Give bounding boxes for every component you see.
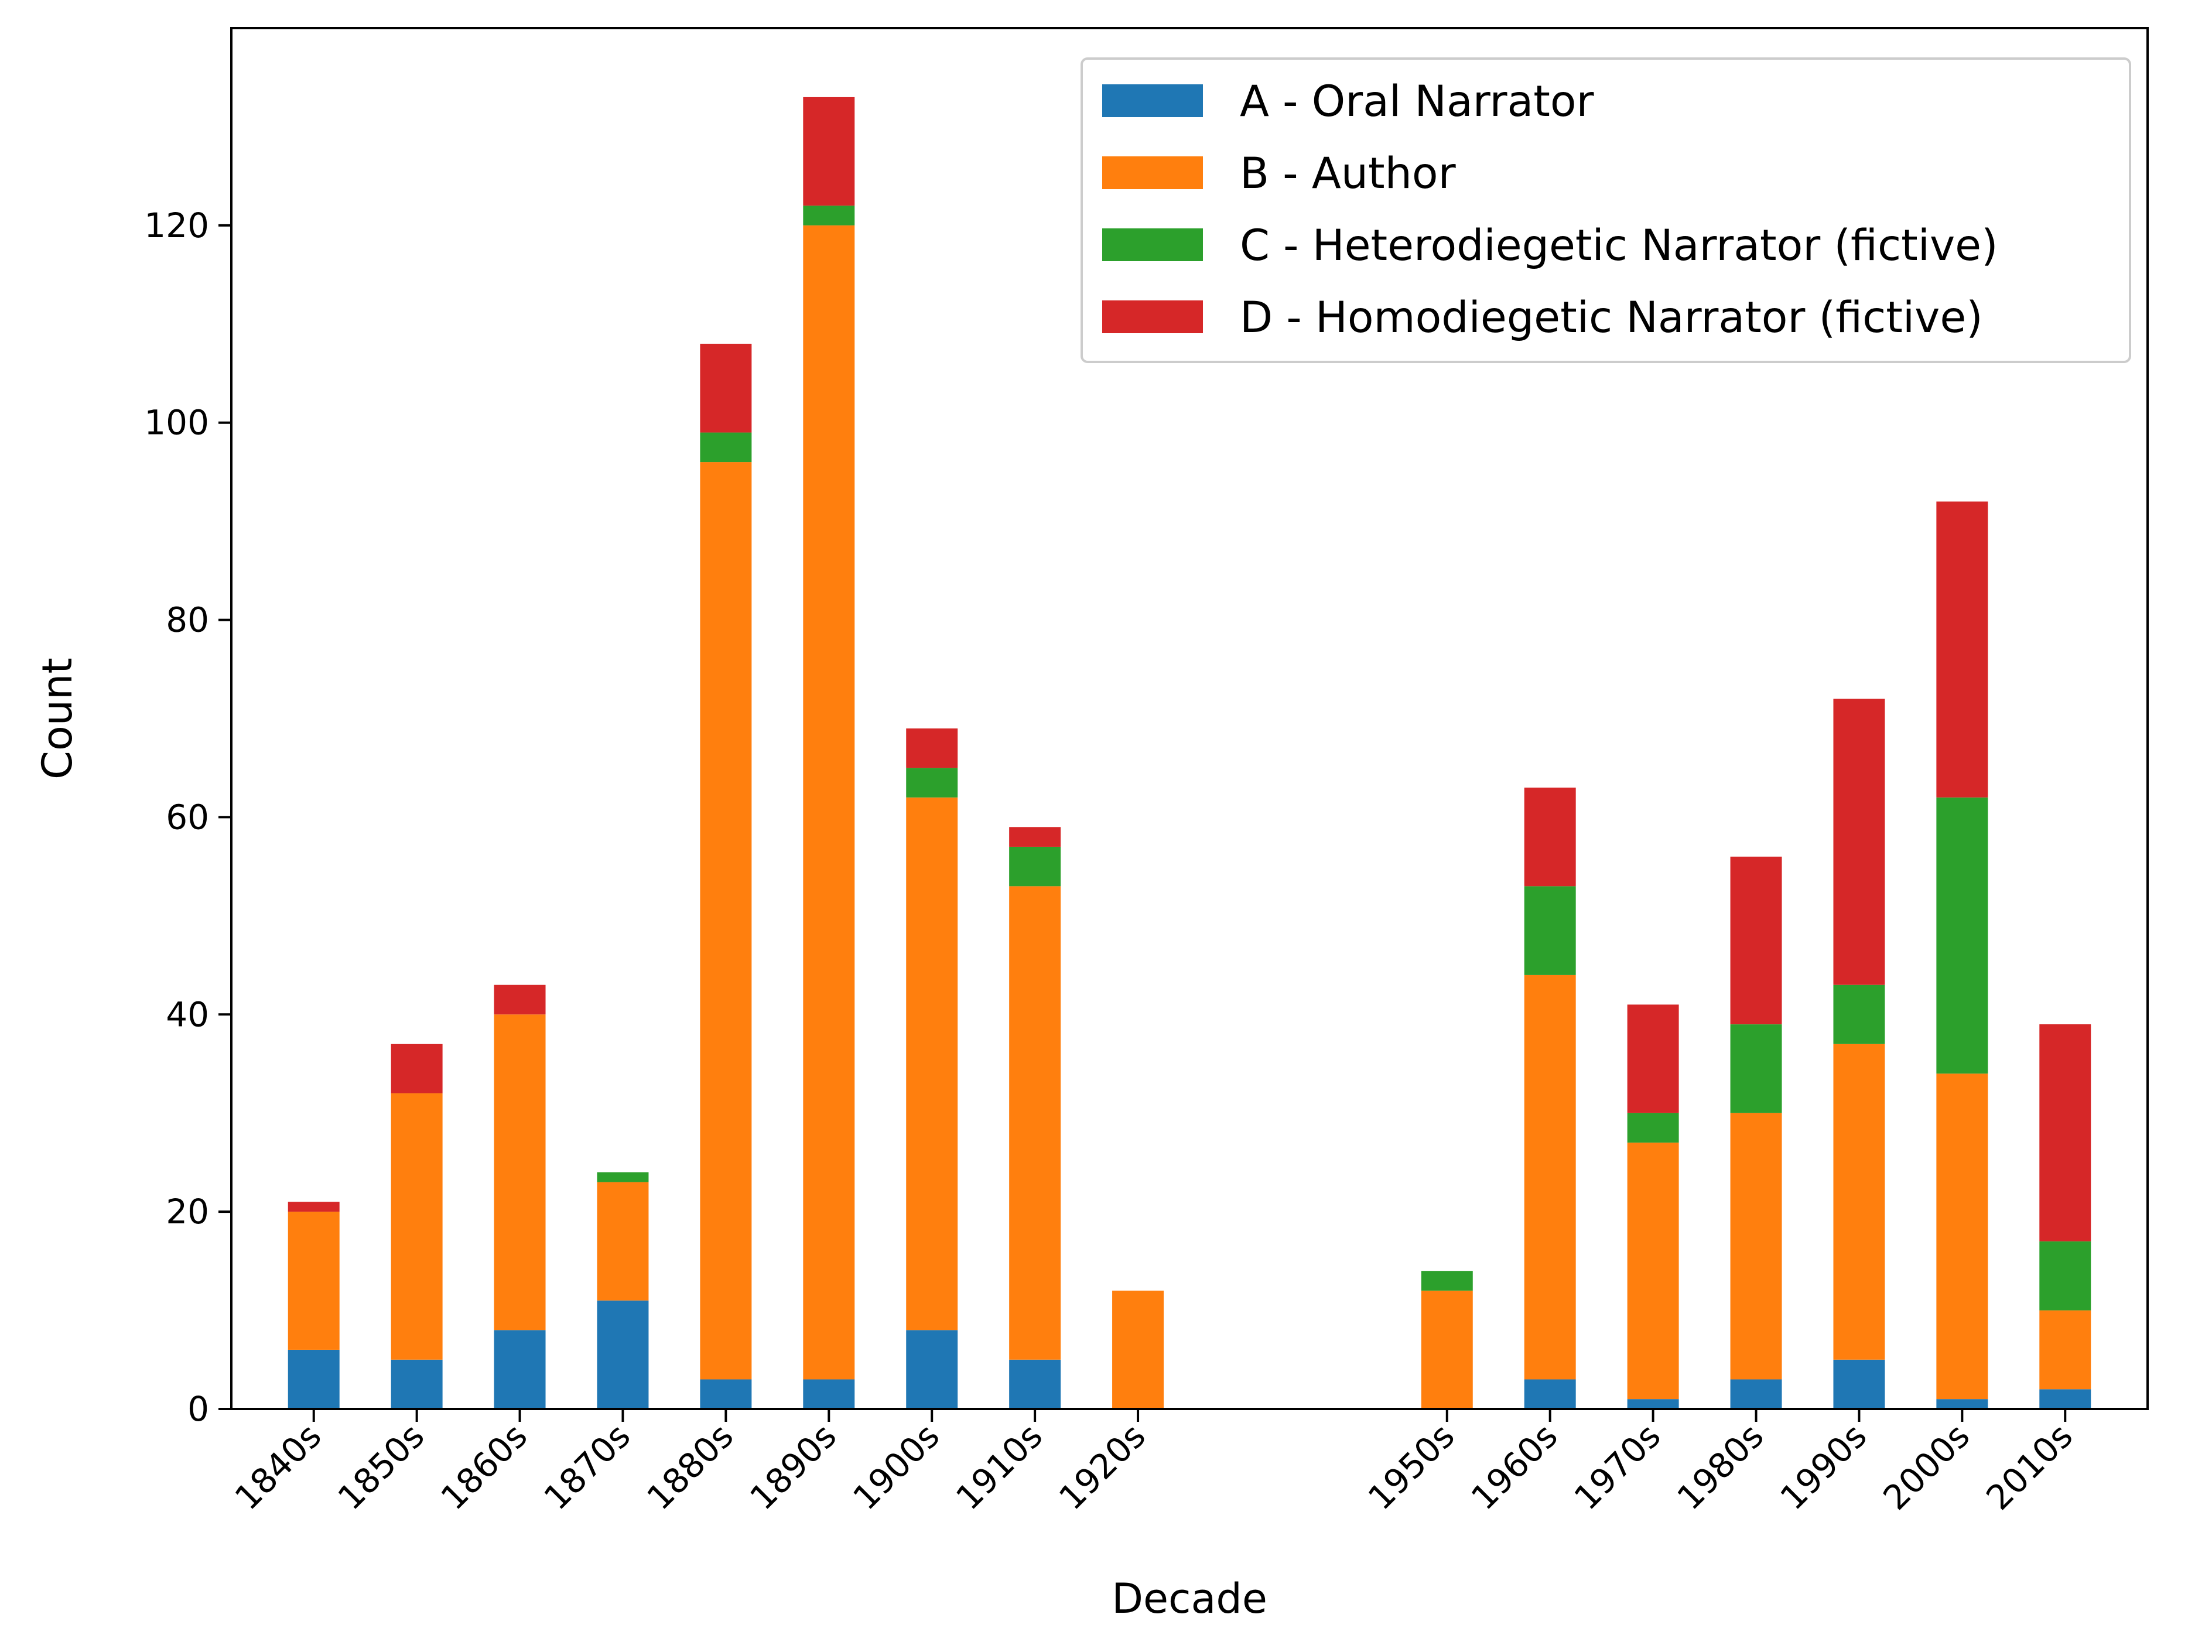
legend-swatch-d xyxy=(1102,300,1203,333)
bar-1970s-b xyxy=(1627,1143,1679,1400)
y-axis: 0 20 40 60 80 100 120 xyxy=(144,206,231,1429)
bar-1840s-b xyxy=(288,1212,340,1350)
bar-1990s-c xyxy=(1833,984,1885,1044)
bar-1880s-d xyxy=(700,343,752,433)
bar-1980s-d xyxy=(1730,856,1782,1025)
bar-1970s-a xyxy=(1627,1399,1679,1409)
bar-1840s-a xyxy=(288,1349,340,1409)
y-tick-label: 100 xyxy=(144,403,209,443)
bar-1960s-c xyxy=(1524,886,1576,975)
bar-1980s-a xyxy=(1730,1379,1782,1409)
legend-label: D - Homodiegetic Narrator (fictive) xyxy=(1240,293,1983,343)
legend-label: A - Oral Narrator xyxy=(1240,77,1594,126)
y-tick-label: 80 xyxy=(166,600,209,640)
bar-1890s-b xyxy=(803,225,855,1380)
bar-2000s-d xyxy=(1936,501,1988,798)
bar-1870s-c xyxy=(597,1172,649,1182)
legend-label: B - Author xyxy=(1240,149,1457,199)
bar-1860s-d xyxy=(494,984,546,1015)
bar-2010s-b xyxy=(2039,1310,2091,1390)
bar-1890s-d xyxy=(803,97,855,206)
bar-1850s-d xyxy=(391,1044,443,1094)
bar-1850s-a xyxy=(391,1359,443,1409)
bar-1910s-c xyxy=(1009,846,1061,887)
bar-2010s-c xyxy=(2039,1241,2091,1311)
bar-1900s-a xyxy=(906,1330,958,1409)
y-tick-label: 40 xyxy=(166,994,209,1034)
bar-2000s-a xyxy=(1936,1399,1988,1409)
legend: A - Oral Narrator B - Author C - Heterodie… xyxy=(1081,57,2131,363)
bar-1870s-b xyxy=(597,1182,649,1301)
bar-1910s-d xyxy=(1009,827,1061,847)
bar-1950s-c xyxy=(1421,1271,1473,1291)
bar-2000s-c xyxy=(1936,797,1988,1074)
bar-2010s-a xyxy=(2039,1389,2091,1409)
bar-1980s-b xyxy=(1730,1113,1782,1380)
y-tick-label: 120 xyxy=(144,206,209,245)
bar-2010s-d xyxy=(2039,1024,2091,1241)
bar-1840s-d xyxy=(288,1202,340,1212)
legend-swatch-b xyxy=(1102,156,1203,189)
bar-1990s-d xyxy=(1833,699,1885,985)
bar-1900s-d xyxy=(906,728,958,768)
bar-1880s-a xyxy=(700,1379,752,1409)
legend-label: C - Heterodiegetic Narrator (fictive) xyxy=(1240,221,1998,271)
bar-1920s-b xyxy=(1112,1290,1164,1409)
bars-layer xyxy=(288,97,2091,1409)
plot-frame xyxy=(230,27,2149,1410)
bar-1910s-a xyxy=(1009,1359,1061,1409)
bar-1980s-c xyxy=(1730,1024,1782,1113)
x-axis-label: Decade xyxy=(1112,1575,1267,1623)
bar-1890s-c xyxy=(803,206,855,225)
bar-1870s-a xyxy=(597,1300,649,1409)
y-tick-label: 20 xyxy=(166,1192,209,1232)
bar-1970s-c xyxy=(1627,1113,1679,1143)
bar-1900s-b xyxy=(906,797,958,1331)
y-tick-label: 0 xyxy=(187,1389,209,1429)
bar-1910s-b xyxy=(1009,886,1061,1360)
y-tick-label: 60 xyxy=(166,797,209,837)
legend-swatch-a xyxy=(1102,84,1203,117)
y-axis-label: Count xyxy=(33,658,81,779)
bar-1990s-b xyxy=(1833,1044,1885,1360)
bar-1990s-a xyxy=(1833,1359,1885,1409)
bar-1970s-d xyxy=(1627,1004,1679,1113)
bar-1960s-a xyxy=(1524,1379,1576,1409)
bar-1900s-c xyxy=(906,768,958,798)
bar-2000s-b xyxy=(1936,1073,1988,1400)
bar-1960s-b xyxy=(1524,974,1576,1380)
bar-1950s-b xyxy=(1421,1290,1473,1409)
bar-1880s-b xyxy=(700,462,752,1380)
bar-1890s-a xyxy=(803,1379,855,1409)
bar-1960s-d xyxy=(1524,787,1576,887)
bar-1880s-c xyxy=(700,432,752,463)
legend-swatch-c xyxy=(1102,228,1203,261)
bar-1860s-a xyxy=(494,1330,546,1409)
bar-1860s-b xyxy=(494,1014,546,1331)
bar-1850s-b xyxy=(391,1093,443,1360)
legend-box xyxy=(1081,57,2131,363)
